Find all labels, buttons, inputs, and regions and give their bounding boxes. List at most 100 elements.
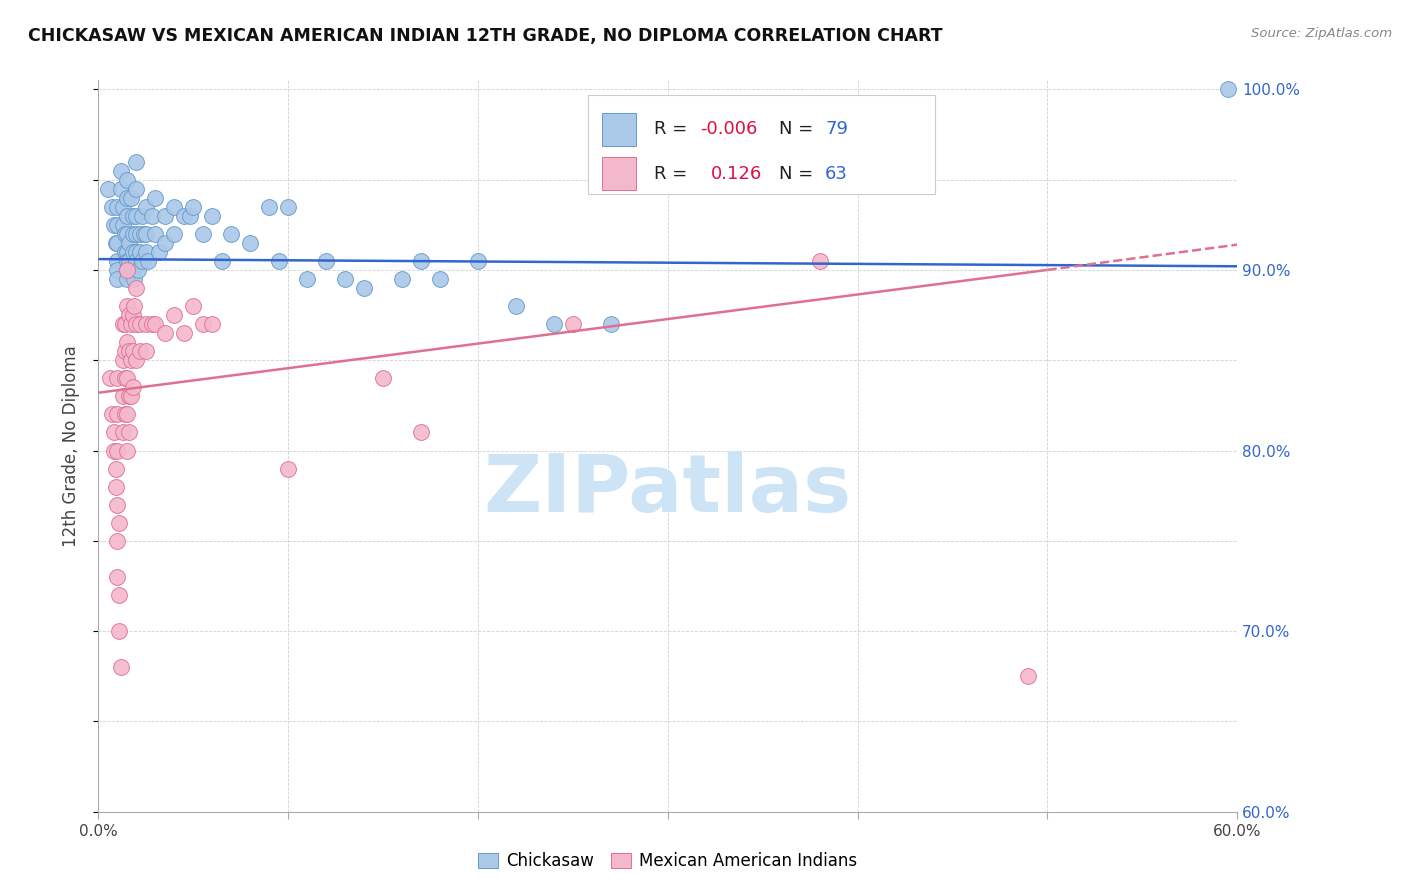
Point — [135, 200, 157, 214]
Point — [125, 253, 148, 268]
Point — [124, 272, 146, 286]
Point — [100, 408, 122, 422]
Point — [115, 335, 138, 350]
Point — [107, 443, 129, 458]
Point — [505, 299, 527, 313]
Text: ZIPatlas: ZIPatlas — [484, 450, 852, 529]
Point — [114, 408, 136, 422]
Point — [259, 200, 281, 214]
Point — [118, 308, 141, 322]
Point — [371, 371, 394, 385]
Point — [391, 272, 413, 286]
Point — [145, 191, 167, 205]
Point — [115, 209, 138, 223]
Point — [125, 281, 148, 295]
Text: N =: N = — [779, 165, 820, 183]
Point — [107, 570, 129, 584]
Point — [115, 172, 138, 186]
Point — [132, 227, 155, 241]
Point — [173, 209, 195, 223]
Point — [98, 371, 121, 385]
Point — [121, 308, 143, 322]
Point — [112, 389, 135, 403]
Point — [315, 253, 337, 268]
Point — [125, 317, 148, 331]
Text: CHICKASAW VS MEXICAN AMERICAN INDIAN 12TH GRADE, NO DIPLOMA CORRELATION CHART: CHICKASAW VS MEXICAN AMERICAN INDIAN 12T… — [28, 27, 943, 45]
Point — [121, 227, 143, 241]
Point — [129, 317, 152, 331]
Point — [153, 235, 176, 250]
Point — [107, 272, 129, 286]
Point — [163, 227, 186, 241]
Point — [125, 209, 148, 223]
Point — [107, 263, 129, 277]
Point — [103, 443, 125, 458]
Point — [104, 235, 127, 250]
Point — [600, 317, 623, 331]
Point — [120, 389, 142, 403]
Point — [115, 253, 138, 268]
Point — [221, 227, 243, 241]
Point — [148, 244, 170, 259]
Point — [125, 244, 148, 259]
Point — [107, 533, 129, 548]
Text: R =: R = — [654, 120, 693, 138]
Point — [103, 425, 125, 440]
Point — [145, 227, 167, 241]
Point — [135, 227, 157, 241]
Point — [97, 181, 120, 195]
Text: N =: N = — [779, 120, 820, 138]
Point — [107, 253, 129, 268]
Point — [153, 209, 176, 223]
Point — [153, 326, 176, 340]
Point — [121, 344, 143, 359]
Point — [120, 191, 142, 205]
Point — [114, 317, 136, 331]
Point — [163, 200, 186, 214]
Point — [277, 200, 299, 214]
Point — [145, 317, 167, 331]
Point — [115, 299, 138, 313]
Point — [129, 244, 152, 259]
Point — [183, 299, 205, 313]
Point — [121, 209, 143, 223]
Point — [201, 317, 224, 331]
Text: -0.006: -0.006 — [700, 120, 756, 138]
Point — [115, 227, 138, 241]
Point — [118, 253, 141, 268]
Point — [104, 480, 127, 494]
Point — [114, 227, 136, 241]
Point — [108, 624, 131, 639]
Point — [127, 263, 149, 277]
Point — [115, 263, 138, 277]
Point — [136, 253, 159, 268]
Point — [115, 244, 138, 259]
Point — [108, 516, 131, 530]
Point — [107, 218, 129, 232]
Text: Source: ZipAtlas.com: Source: ZipAtlas.com — [1251, 27, 1392, 40]
Point — [297, 272, 319, 286]
Point — [107, 498, 129, 512]
Point — [163, 308, 186, 322]
Point — [115, 408, 138, 422]
Point — [183, 200, 205, 214]
Point — [118, 344, 141, 359]
Point — [124, 299, 146, 313]
Text: 0.126: 0.126 — [711, 165, 762, 183]
Point — [429, 272, 451, 286]
Point — [135, 317, 157, 331]
Point — [141, 209, 163, 223]
Point — [173, 326, 195, 340]
Text: R =: R = — [654, 165, 693, 183]
Point — [112, 317, 135, 331]
Point — [1018, 669, 1040, 683]
Point — [107, 371, 129, 385]
Point — [115, 443, 138, 458]
Point — [115, 263, 138, 277]
Point — [114, 371, 136, 385]
Point — [115, 191, 138, 205]
Point — [112, 218, 135, 232]
Point — [112, 425, 135, 440]
Point — [103, 218, 125, 232]
Point — [120, 353, 142, 368]
